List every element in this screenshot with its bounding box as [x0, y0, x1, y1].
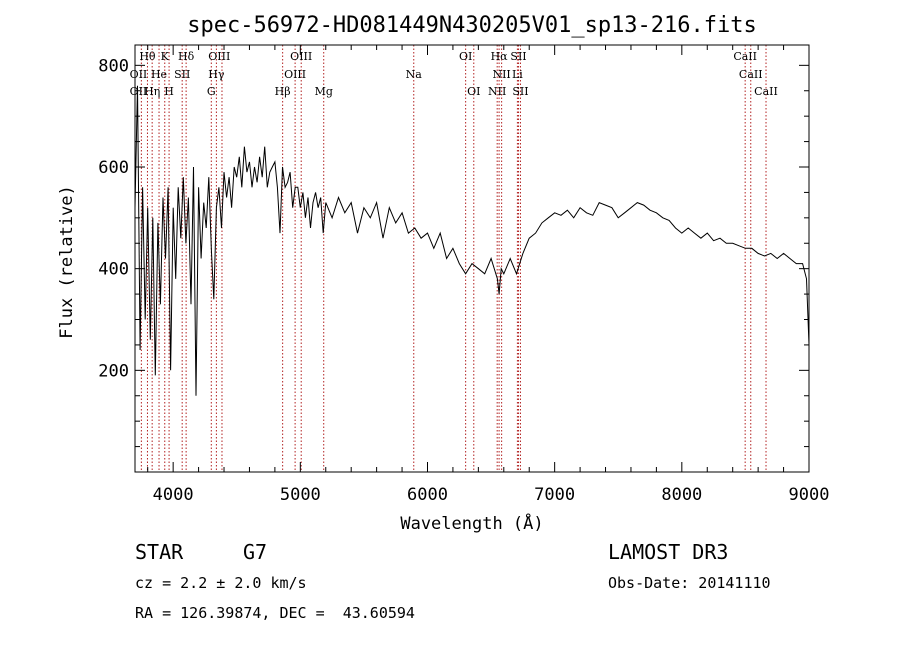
- x-tick-label: 8000: [661, 485, 702, 505]
- spectral-line-label: CaII: [754, 85, 778, 98]
- spectral-line-label: Hθ: [139, 50, 156, 63]
- spectral-line-label: Mg: [315, 85, 333, 98]
- x-tick-label: 9000: [789, 485, 830, 505]
- spectral-line-label: Hδ: [178, 50, 195, 63]
- spectral-line-label: H: [164, 85, 174, 98]
- spectral-line-label: OI: [467, 85, 480, 98]
- spectral-line-label: SII: [174, 68, 190, 81]
- object-type: STAR: [135, 540, 184, 564]
- spectral-line-label: G: [207, 85, 216, 98]
- y-axis-label: Flux (relative): [57, 185, 77, 339]
- observation-date: Obs-Date: 20141110: [608, 574, 771, 592]
- spectral-line-label: OIII: [208, 50, 230, 63]
- x-axis-ticks: 4000 5000 6000 7000 8000 9000: [147, 45, 830, 505]
- spectral-line-label: SII: [512, 85, 528, 98]
- spectral-subclass: G7: [243, 540, 268, 564]
- spectral-line-label: OII: [130, 68, 148, 81]
- y-tick-label: 800: [98, 56, 129, 76]
- y-tick-label: 200: [98, 361, 129, 381]
- x-axis-label: Wavelength (Å): [400, 512, 543, 534]
- y-tick-label: 600: [98, 158, 129, 178]
- chart-title: spec-56972-HD081449N430205V01_sp13-216.f…: [187, 13, 757, 38]
- spectral-line-label: CaII: [739, 68, 763, 81]
- spectral-line-label: Hα: [491, 50, 509, 63]
- reference-lines: [140, 45, 767, 472]
- y-axis-ticks: 200 400 600 800: [98, 56, 809, 448]
- y-tick-label: 400: [98, 260, 129, 280]
- x-tick-label: 7000: [534, 485, 575, 505]
- spectral-line-label: CaII: [733, 50, 757, 63]
- flux-series-line: [134, 85, 810, 396]
- spectral-line-label: SII: [510, 50, 526, 63]
- spectral-line-label: Na: [406, 68, 423, 81]
- spectral-line-label: OIII: [290, 50, 312, 63]
- spectral-line-label: NII: [492, 68, 510, 81]
- x-tick-label: 6000: [407, 485, 448, 505]
- coordinates: RA = 126.39874, DEC = 43.60594: [135, 604, 415, 622]
- spectral-line-label: NII: [488, 85, 506, 98]
- spectral-line-label: Hβ: [275, 85, 291, 98]
- x-tick-label: 5000: [280, 485, 321, 505]
- x-tick-label: 4000: [153, 485, 194, 505]
- spectral-line-label: Hγ: [208, 68, 225, 81]
- spectral-line-label: OI: [459, 50, 472, 63]
- redshift-velocity: cz = 2.2 ± 2.0 km/s: [135, 574, 307, 592]
- plot-frame: [134, 44, 810, 473]
- spectral-line-label: Li: [512, 68, 523, 81]
- survey-name: LAMOST DR3: [608, 540, 729, 564]
- spectral-line-label: OII: [130, 85, 148, 98]
- spectral-line-label: Hη: [144, 85, 160, 98]
- spectral-line-label: OIII: [284, 68, 306, 81]
- spectral-line-label: He: [151, 68, 167, 81]
- spectral-line-label: K: [161, 50, 170, 63]
